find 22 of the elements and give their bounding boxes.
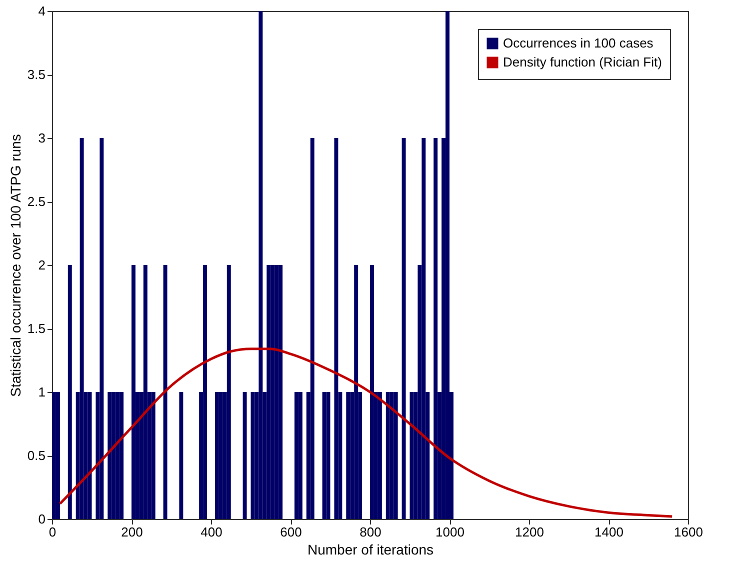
x-tick-label: 600 [280,524,302,540]
y-tick-label: 3 [38,130,46,146]
x-tick-label: 1000 [436,524,464,540]
y-tick-label: 1.5 [27,321,46,336]
x-axis-title: Number of iterations [307,542,434,558]
y-tick-label: 1 [38,384,46,400]
y-tick-label: 2 [38,258,46,272]
y-axis-title: Statistical occurrence over 100 ATPG runs [7,134,24,397]
legend-label: Occurrences in 100 cases [503,36,654,50]
x-tick-label: 1600 [674,524,703,540]
y-tick-label: 4 [38,4,46,18]
x-tick-label: 1400 [594,524,624,540]
x-tick-label: 0 [48,524,56,540]
y-tick-label: 0 [38,512,46,526]
y-tick-label: 2.5 [27,194,46,209]
y-tick-label: 0.5 [27,448,46,463]
y-tick-label: 3.5 [27,67,46,82]
x-tick-label: 1200 [515,524,544,540]
x-tick-label: 400 [200,524,222,540]
x-tick-label: 200 [121,524,143,540]
legend-label: Density function (Rician Fit) [503,54,662,70]
x-tick-label: 800 [360,524,382,540]
